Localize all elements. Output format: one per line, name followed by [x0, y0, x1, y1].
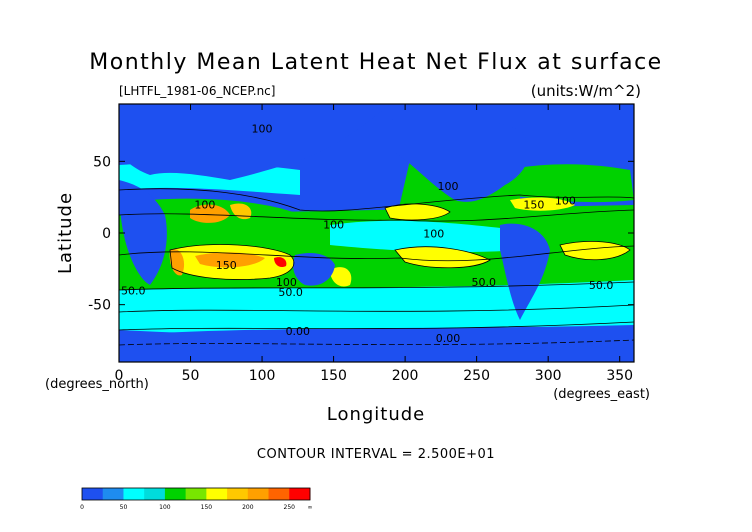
contour-label: 100 [438, 180, 459, 193]
land-australia [293, 253, 335, 286]
contour-label: 50.0 [589, 279, 614, 292]
contour-line [394, 246, 491, 269]
land-south-america [500, 223, 550, 320]
colorbar-label: 0 [80, 504, 84, 511]
contour-label: 100 [323, 219, 344, 232]
x-tick-label: 300 [535, 368, 562, 384]
contour-line [119, 209, 634, 222]
land-eurasia [119, 104, 390, 180]
contour-label: 100 [194, 199, 215, 212]
contour-line [119, 281, 634, 291]
contour-interval-label: CONTOUR INTERVAL = 2.500E+01 [257, 447, 495, 462]
y-tick-label: 0 [102, 226, 111, 242]
contour-line [119, 188, 634, 212]
zone-australia-west-red [274, 257, 287, 268]
file-subtitle: [LHTFL_1981-06_NCEP.nc] [119, 84, 275, 98]
contour-line [119, 245, 634, 262]
colorbar-swatch [144, 488, 166, 500]
x-axis: 0 50 100 150 200 250 300 350 [115, 104, 633, 384]
band-indian-green [150, 198, 300, 243]
colorbar-label: 250 [284, 504, 296, 511]
contour-label: 50.0 [278, 286, 303, 299]
contour-label: 50.0 [121, 285, 146, 298]
x-unit-label: (degrees_east) [553, 387, 650, 402]
colorbar-swatch [289, 488, 311, 500]
contour-line [119, 339, 634, 346]
land-greenland [540, 104, 600, 140]
band-equatorial-cyan [330, 220, 520, 253]
land-antarctica [119, 325, 634, 362]
band-cyan-south [119, 280, 634, 336]
contour-label: 150 [523, 199, 544, 212]
y-tick-label: 50 [93, 154, 111, 170]
colorbar-swatch [185, 488, 207, 500]
colorbar-swatch [164, 488, 187, 500]
colorbar-frame [81, 487, 311, 501]
zone-bay-bengal-orange [230, 203, 252, 220]
colorbar-label: 150 [201, 504, 213, 511]
x-tick-label: 150 [320, 368, 347, 384]
colorbar-swatch [247, 488, 270, 500]
colorbar-swatch [227, 488, 249, 500]
x-axis-label: Longitude [327, 404, 426, 425]
units-label: (units:W/m^2) [531, 82, 641, 100]
y-axis: -50 0 50 [88, 154, 634, 314]
contour-label: 100 [276, 276, 297, 289]
contour-label: 50.0 [472, 276, 497, 289]
y-unit-label: (degrees_north) [45, 377, 149, 392]
x-tick-label: 0 [115, 368, 124, 384]
contour-label: 0.00 [286, 325, 311, 338]
x-tick-label: 200 [392, 368, 419, 384]
y-tick-label: -50 [88, 298, 111, 314]
zone-indian-south-orange [195, 252, 265, 268]
contour-label: 100 [423, 227, 444, 240]
contour-label: 0.00 [436, 332, 461, 345]
contour-line [119, 304, 634, 313]
contour-label: 100 [252, 123, 273, 136]
colorbar-label: 100 [159, 504, 171, 511]
colorbar-swatch [102, 488, 124, 500]
x-tick-label: 250 [463, 368, 490, 384]
contour-line [169, 244, 295, 280]
chart-title: Monthly Mean Latent Heat Net Flux at sur… [89, 50, 662, 75]
zone-pacific-north-yellow [385, 203, 450, 220]
zone-atlantic-north-yellow [510, 197, 575, 211]
contour-line [119, 321, 634, 331]
x-tick-label: 350 [606, 368, 633, 384]
colorbar-swatch [123, 488, 145, 500]
x-tick-label: 100 [249, 368, 276, 384]
colorbar-swatch [82, 488, 104, 500]
zone-arabian-orange [190, 204, 230, 223]
x-tick-label: 50 [182, 368, 200, 384]
land-africa [119, 180, 167, 285]
band-north-atlantic-green [505, 164, 634, 203]
colorbar-label: 200 [242, 504, 254, 511]
contour-line [384, 203, 451, 221]
colorbar-swatch [268, 488, 290, 500]
land-north-america [390, 114, 530, 202]
colorbar-swatch [206, 488, 228, 500]
colorbar-label: ∞ [308, 504, 313, 511]
contour-lines [119, 188, 634, 346]
y-axis-label: Latitude [55, 192, 76, 274]
colorbar-label: 50 [120, 504, 128, 511]
zone-atlantic-south-yellow [560, 241, 630, 260]
contour-label: 100 [555, 194, 576, 207]
zone-agulhas-yellow [330, 267, 352, 287]
contour-line [559, 241, 631, 261]
colorbar: 0 50 100 150 200 250 ∞ [80, 487, 313, 511]
contour-label: 150 [216, 259, 237, 272]
